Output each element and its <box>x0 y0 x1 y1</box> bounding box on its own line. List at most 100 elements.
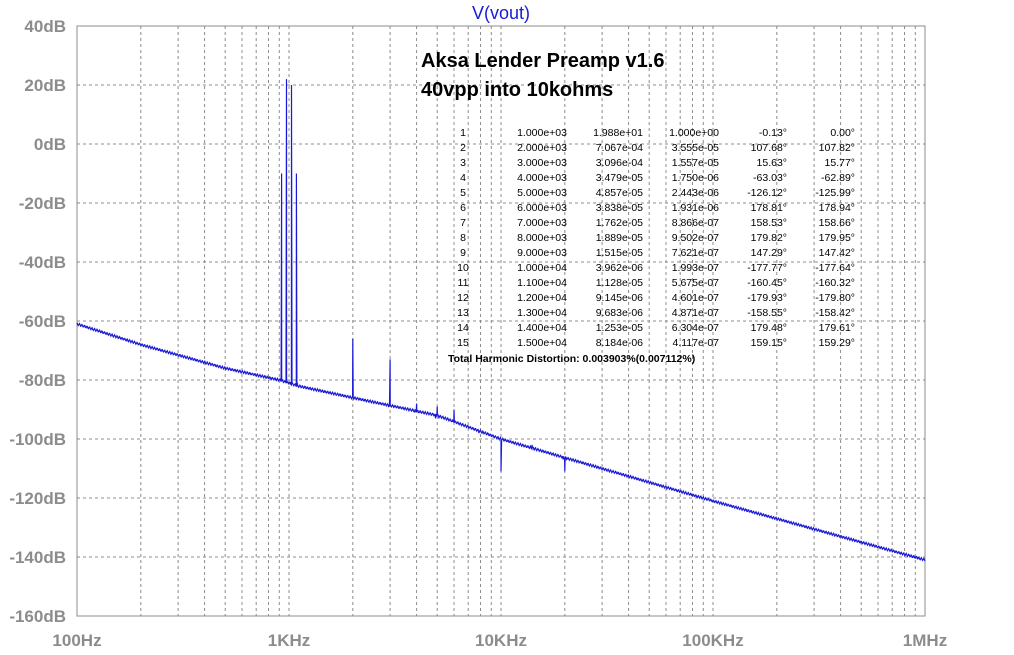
harmonics-cell: 2 <box>460 142 466 154</box>
harmonics-cell: 14 <box>457 322 469 334</box>
harmonics-cell: 6.304e-07 <box>672 322 719 334</box>
harmonics-cell: 1 <box>460 127 466 139</box>
harmonics-cell: -158.55° <box>747 307 787 319</box>
harmonics-cell: 7.067e-04 <box>596 142 643 154</box>
harmonics-cell: 179.82° <box>751 232 787 244</box>
y-tick-label: 0dB <box>34 135 66 154</box>
vout-trace <box>76 79 926 562</box>
harmonics-cell: 179.95° <box>819 232 855 244</box>
harmonics-cell: -63.03° <box>753 172 787 184</box>
harmonics-cell: 1.889e-05 <box>596 232 643 244</box>
harmonics-cell: 4.857e-05 <box>596 187 643 199</box>
harmonics-cell: 5.000e+03 <box>517 187 567 199</box>
harmonics-cell: -160.45° <box>747 277 787 289</box>
harmonics-cell: 179.61° <box>819 322 855 334</box>
thd-readout: Total Harmonic Distortion: 0.003903%(0.0… <box>448 353 695 365</box>
harmonics-cell: 1.253e-05 <box>596 322 643 334</box>
harmonics-cell: 1.750e-06 <box>672 172 719 184</box>
harmonics-cell: 1.000e+03 <box>517 127 567 139</box>
harmonics-cell: 3.000e+03 <box>517 157 567 169</box>
harmonics-cell: 9.145e-06 <box>596 292 643 304</box>
harmonics-cell: 179.48° <box>751 322 787 334</box>
harmonics-cell: 3.479e-05 <box>596 172 643 184</box>
harmonics-cell: 7.000e+03 <box>517 217 567 229</box>
harmonics-cell: 3.555e-05 <box>672 142 719 154</box>
harmonics-cell: 10 <box>457 262 469 274</box>
harmonics-cell: 1.515e-05 <box>596 247 643 259</box>
harmonics-cell: 178.94° <box>819 202 855 214</box>
harmonics-cell: 147.29° <box>751 247 787 259</box>
x-tick-label: 100Hz <box>52 631 101 650</box>
harmonics-cell: 6 <box>460 202 466 214</box>
harmonics-cell: 15.63° <box>757 157 787 169</box>
harmonics-cell: 159.15° <box>751 337 787 349</box>
harmonics-cell: 107.82° <box>819 142 855 154</box>
x-tick-label: 10KHz <box>475 631 527 650</box>
harmonics-cell: 1.200e+04 <box>517 292 567 304</box>
harmonics-cell: 11 <box>458 277 469 289</box>
harmonics-cell: 1.500e+04 <box>517 337 567 349</box>
harmonics-cell: 178.81° <box>751 202 787 214</box>
harmonics-cell: 8.184e-06 <box>596 337 643 349</box>
harmonics-cell: 1.400e+04 <box>517 322 567 334</box>
harmonics-cell: -0.13° <box>759 127 787 139</box>
harmonics-cell: 9.683e-06 <box>596 307 643 319</box>
harmonics-cell: 1.931e-06 <box>672 202 719 214</box>
harmonics-cell: 12 <box>457 292 469 304</box>
y-tick-label: -20dB <box>19 194 66 213</box>
y-tick-label: 40dB <box>24 17 66 36</box>
harmonics-cell: -62.89° <box>821 172 855 184</box>
harmonics-cell: 4.871e-07 <box>672 307 719 319</box>
harmonics-cell: -126.12° <box>747 187 787 199</box>
harmonics-cell: 1.993e-07 <box>672 262 719 274</box>
y-tick-label: -140dB <box>9 548 66 567</box>
y-tick-label: -120dB <box>9 489 66 508</box>
annotation-title: Aksa Lender Preamp v1.6 <box>421 50 664 72</box>
y-axis-tick-labels: 40dB 20dB 0dB -20dB -40dB -60dB -80dB -100dB -12… <box>9 17 66 626</box>
harmonics-cell: 6.000e+03 <box>517 202 567 214</box>
harmonics-cell: 147.42° <box>819 247 855 259</box>
harmonics-cell: 3 <box>460 157 466 169</box>
harmonics-cell: 13 <box>457 307 469 319</box>
harmonics-cell: -179.80° <box>815 292 855 304</box>
harmonics-cell: 7.621e-07 <box>672 247 719 259</box>
harmonics-cell: 3.838e-05 <box>596 202 643 214</box>
harmonics-cell: 158.66° <box>819 217 855 229</box>
annotation-subtitle: 40vpp into 10kohms <box>421 79 613 101</box>
x-tick-label: 1KHz <box>268 631 311 650</box>
harmonics-table: 1 1.000e+03 1.988e+01 1.000e+00 -0.13° 0.00° 2… <box>457 127 855 349</box>
harmonics-cell: 107.68° <box>751 142 787 154</box>
harmonics-cell: 158.53° <box>751 217 787 229</box>
y-tick-label: -60dB <box>19 312 66 331</box>
trace-title[interactable]: V(vout) <box>472 3 530 23</box>
harmonics-cell: 1.000e+04 <box>517 262 567 274</box>
harmonics-cell: 1.100e+04 <box>517 277 567 289</box>
harmonics-cell: 1.988e+01 <box>593 127 643 139</box>
harmonics-cell: 4.000e+03 <box>517 172 567 184</box>
y-tick-label: -100dB <box>9 430 66 449</box>
harmonics-cell: 1.000e+00 <box>669 127 719 139</box>
harmonics-cell: -158.42° <box>815 307 855 319</box>
harmonics-cell: 15 <box>457 337 469 349</box>
harmonics-cell: 5.675e-07 <box>672 277 719 289</box>
harmonics-cell: -125.99° <box>815 187 855 199</box>
harmonics-cell: 4.601e-07 <box>672 292 719 304</box>
harmonics-cell: 9 <box>460 247 466 259</box>
x-tick-label: 1MHz <box>903 631 947 650</box>
y-tick-label: -80dB <box>19 371 66 390</box>
harmonics-cell: 2.443e-06 <box>672 187 719 199</box>
y-tick-label: -160dB <box>9 607 66 626</box>
harmonics-cell: 2.000e+03 <box>517 142 567 154</box>
harmonics-cell: -177.64° <box>815 262 855 274</box>
harmonics-cell: 4 <box>460 172 466 184</box>
harmonics-cell: 3.962e-06 <box>596 262 643 274</box>
harmonics-cell: 15.77° <box>825 157 855 169</box>
harmonics-cell: 0.00° <box>830 127 855 139</box>
grid-lines <box>76 25 926 617</box>
harmonics-cell: 8 <box>460 232 466 244</box>
harmonics-cell: 7 <box>460 217 466 229</box>
harmonics-cell: 5 <box>460 187 466 199</box>
y-tick-label: 20dB <box>24 76 66 95</box>
harmonics-cell: 8.000e+03 <box>517 232 567 244</box>
